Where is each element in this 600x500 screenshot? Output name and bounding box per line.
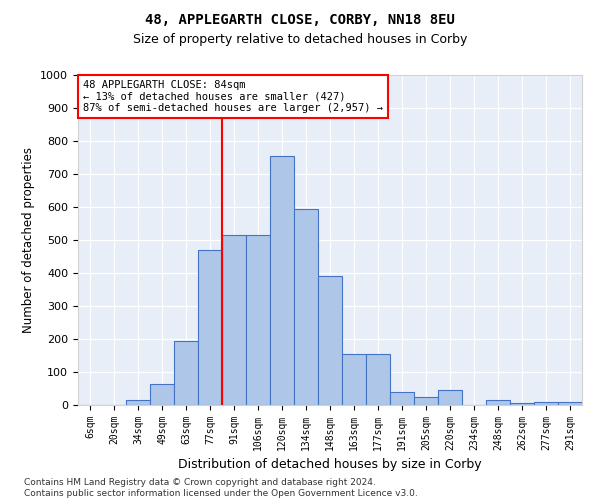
Bar [438, 390, 462, 405]
Bar [294, 208, 318, 405]
Bar [270, 156, 294, 405]
Bar [150, 384, 174, 405]
Bar [198, 250, 222, 405]
Bar [342, 354, 366, 405]
Text: Contains HM Land Registry data © Crown copyright and database right 2024.
Contai: Contains HM Land Registry data © Crown c… [24, 478, 418, 498]
Bar [414, 397, 438, 405]
Y-axis label: Number of detached properties: Number of detached properties [22, 147, 35, 333]
Bar [510, 404, 534, 405]
Bar [318, 276, 342, 405]
Text: Size of property relative to detached houses in Corby: Size of property relative to detached ho… [133, 32, 467, 46]
Bar [390, 392, 414, 405]
Bar [486, 400, 510, 405]
Bar [558, 402, 582, 405]
Bar [222, 235, 246, 405]
Text: 48, APPLEGARTH CLOSE, CORBY, NN18 8EU: 48, APPLEGARTH CLOSE, CORBY, NN18 8EU [145, 12, 455, 26]
Bar [366, 354, 390, 405]
Bar [246, 235, 270, 405]
Bar [174, 340, 198, 405]
Bar [126, 400, 150, 405]
Bar [534, 402, 558, 405]
Text: 48 APPLEGARTH CLOSE: 84sqm
← 13% of detached houses are smaller (427)
87% of sem: 48 APPLEGARTH CLOSE: 84sqm ← 13% of deta… [83, 80, 383, 113]
X-axis label: Distribution of detached houses by size in Corby: Distribution of detached houses by size … [178, 458, 482, 471]
